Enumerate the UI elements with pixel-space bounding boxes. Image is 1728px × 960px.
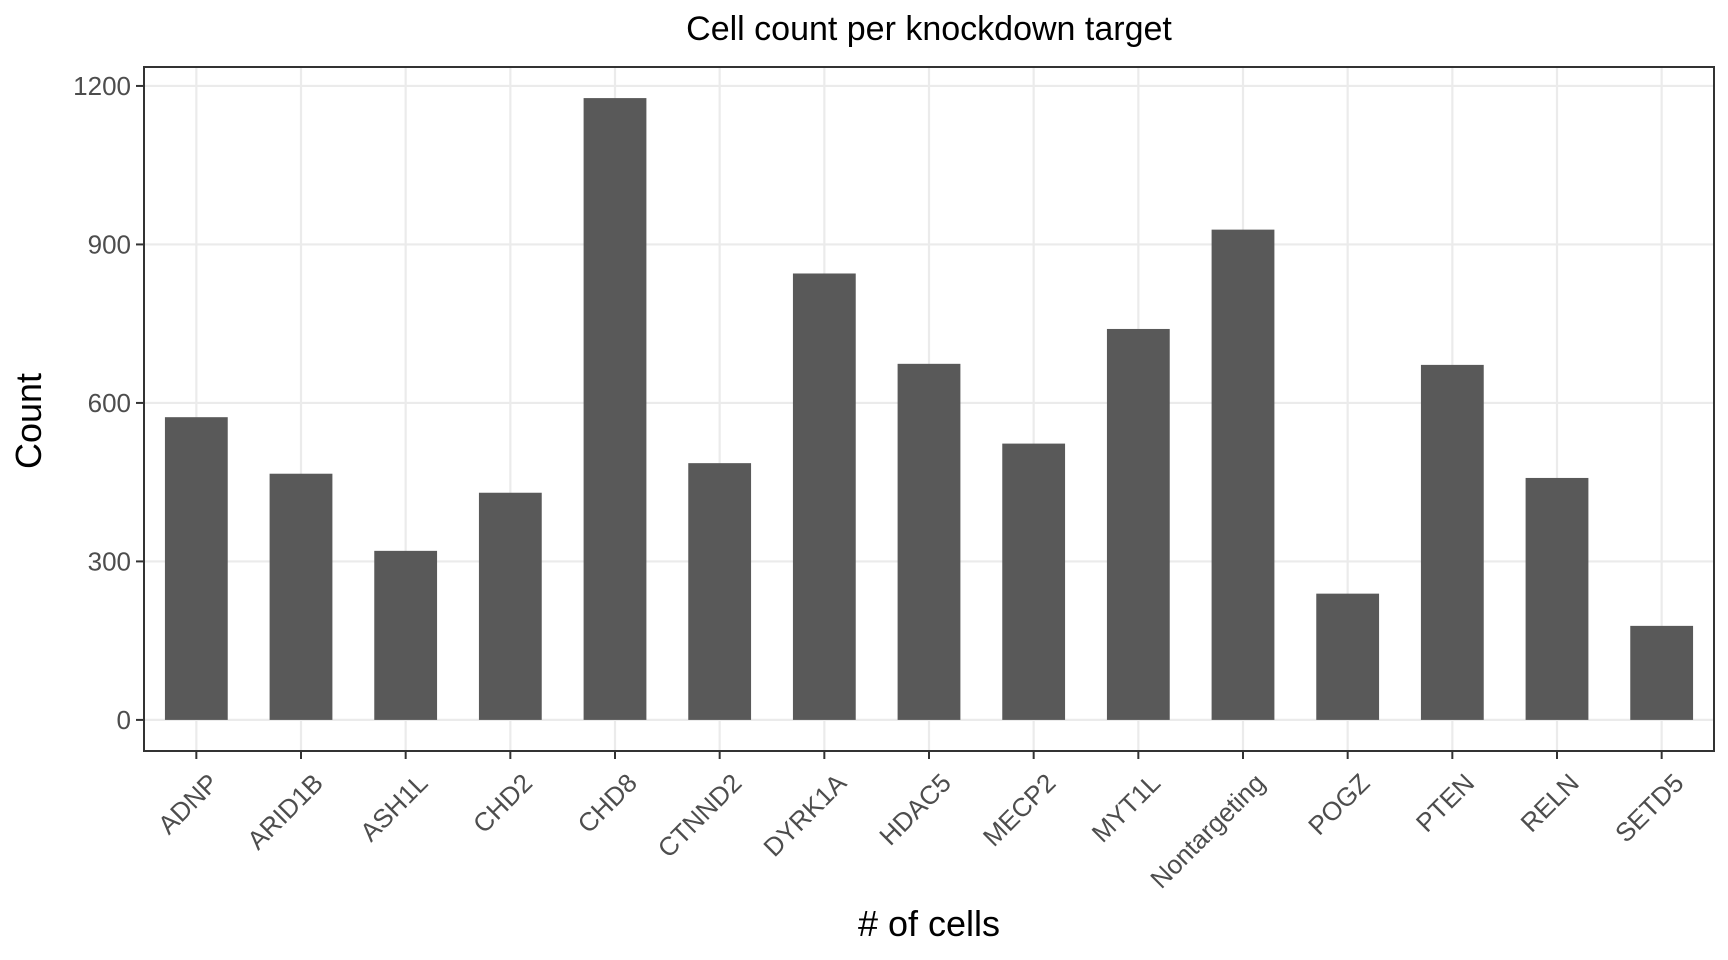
bar-myt1l	[1106, 328, 1170, 720]
chart-title: Cell count per knockdown target	[686, 10, 1172, 48]
bar-pten	[1420, 364, 1484, 720]
y-axis-title: Count	[8, 373, 49, 469]
bar-chd2	[478, 492, 542, 720]
y-tick-label: 300	[88, 546, 131, 576]
y-tick-label: 0	[117, 705, 131, 735]
bar-ctnnd2	[688, 463, 752, 720]
bar-pogz	[1316, 593, 1380, 720]
bar-dyrk1a	[792, 273, 856, 720]
bar-nontargeting	[1211, 229, 1275, 720]
bar-reln	[1525, 477, 1589, 720]
bar-hdac5	[897, 363, 961, 720]
bar-arid1b	[269, 473, 333, 720]
y-tick-label: 1200	[73, 71, 131, 101]
y-tick-label: 600	[88, 388, 131, 418]
x-axis-title: # of cells	[858, 903, 1000, 944]
bar-adnp	[164, 417, 228, 720]
bar-ash1l	[374, 550, 438, 720]
bar-chd8	[583, 98, 647, 720]
bar-setd5	[1630, 625, 1694, 720]
y-tick-label: 900	[88, 229, 131, 259]
bar-mecp2	[1002, 443, 1066, 720]
